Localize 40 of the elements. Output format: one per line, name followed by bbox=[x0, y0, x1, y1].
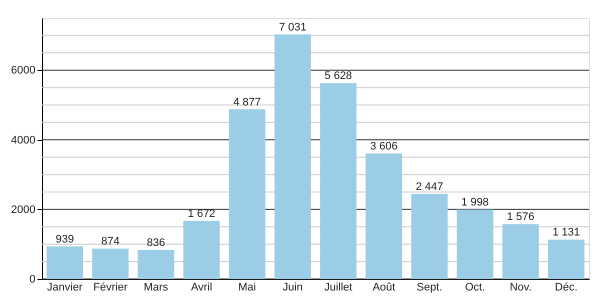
bar bbox=[183, 220, 220, 279]
data-label: 1 576 bbox=[506, 211, 534, 224]
x-tick-label: Sept. bbox=[416, 282, 442, 294]
data-label: 4 877 bbox=[233, 96, 261, 108]
x-tick-label: Janvier bbox=[47, 282, 83, 294]
x-tick-label: Déc. bbox=[554, 282, 578, 294]
bar bbox=[92, 248, 129, 279]
bar bbox=[46, 246, 84, 279]
bar bbox=[411, 194, 448, 279]
x-tick-label: Nov. bbox=[510, 282, 532, 294]
x-tick-label: Mai bbox=[238, 282, 256, 294]
x-tick-label: Oct. bbox=[464, 282, 486, 294]
x-tick-label: Juin bbox=[282, 282, 303, 294]
y-tick-label: 4000 bbox=[11, 134, 36, 146]
y-tick-label: 0 bbox=[29, 274, 36, 286]
y-tick-label: 2000 bbox=[11, 204, 36, 216]
bar bbox=[366, 154, 402, 279]
data-label: 3 606 bbox=[370, 140, 398, 153]
data-label: 874 bbox=[101, 236, 120, 248]
bar bbox=[274, 34, 311, 279]
x-tick-label: Juillet bbox=[324, 282, 352, 294]
data-label: 5 628 bbox=[324, 70, 352, 82]
data-label: 836 bbox=[146, 236, 166, 249]
data-label: 1 672 bbox=[188, 208, 216, 220]
bar bbox=[228, 109, 266, 279]
bar bbox=[320, 83, 357, 279]
y-tick-label: 6000 bbox=[11, 64, 36, 77]
x-tick-label: Février bbox=[93, 282, 128, 294]
data-label: 939 bbox=[56, 233, 74, 246]
bar bbox=[138, 250, 174, 279]
bar bbox=[456, 209, 494, 279]
data-label: 7 031 bbox=[278, 21, 306, 34]
bar bbox=[502, 224, 539, 279]
x-tick-label: Août bbox=[372, 282, 396, 294]
data-label: 2 447 bbox=[416, 180, 444, 193]
x-tick-label: Avril bbox=[190, 282, 212, 294]
data-label: 1 998 bbox=[461, 196, 489, 208]
x-tick-label: Mars bbox=[144, 282, 169, 294]
bar bbox=[548, 240, 584, 279]
data-label: 1 131 bbox=[552, 226, 580, 239]
